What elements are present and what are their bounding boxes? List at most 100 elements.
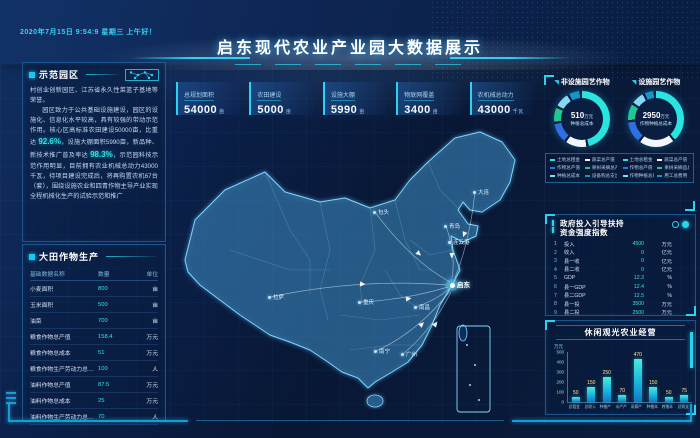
legend-item: 土地总租金 [622,157,655,163]
title-line-right [450,57,570,59]
stat-card-label: 设施大棚 [330,90,355,101]
legend-swatch [550,167,555,169]
bar-column: 470 [633,352,642,402]
col-header: 单位 [146,272,158,278]
table-row: 油料作物总成本 25 万元 [30,393,158,409]
table-row: 油菜 700 亩 [30,313,158,329]
park-text-d: ，示范园科技示范作用明显，目前拥有农业机械总动力43000千瓦，待项目建设完成后… [30,152,159,201]
legend-item: 果树采摘总产值 [584,165,617,171]
city-name: 南宁 [379,349,391,355]
frame-bottom-left-v [8,404,10,422]
stat-card-unit: 亩 [432,109,439,115]
panel-demo-park: 示范园区 村创业创新园区、江苏省永久性菜篮子基地等荣誉。 园区致力于公共基础设施… [22,62,166,242]
cell-name: 油料作物总产值 [30,383,71,389]
legend-item: 作物种植总成本 [622,173,654,179]
donut-center-label: 作物种植总成本 [639,121,673,126]
donut-title-text: 设施园艺作物 [638,79,681,86]
legend-label: 果树采摘总产值 [591,165,617,170]
donut-ring: 2950万元 作物种植总成本 [628,91,684,147]
highlight-percent-1: 92.6% [38,137,61,147]
bar-column: 50 [571,352,580,402]
donut-title: ◥ 设施园艺作物 [619,77,693,87]
cell-unit: 万元 [661,310,672,317]
bar [618,395,627,402]
legend-label: 设备购总支出 [591,173,617,178]
city-name: 广州 [406,352,418,358]
frame-hash-marks [6,392,16,407]
cell-name: 县一GDP [564,284,586,291]
cell-index: 9 [554,309,557,316]
cell-unit: 万元 [146,383,158,389]
frame-bottom-right-h [512,420,692,422]
map-city-label: 广州 [401,350,417,358]
china-map: 包头 大连 青岛 连云港 重庆 拉萨 南昌 南宁 广州 启东 [170,120,540,420]
bar-column: 150 [587,352,596,402]
col-header: 数量 [98,272,110,278]
donut-nonfacility: ◥ 非设施园艺作物 510万元 种植总成本 [545,76,619,147]
x-tick-label: 采摘产 [631,404,643,409]
cell-unit: 万元 [661,241,672,248]
cell-unit: % [667,275,672,282]
panel-field-crops: 大田作物生产 基础数据名称 数量 单位 小麦面积 800 亩玉米面积 500 亩油菜 700 亩粮… [22,244,166,425]
china-map-svg [184,131,516,413]
stat-card: 物联网覆盖 3400 亩 [396,82,461,116]
donut-center-label: 种植总成本 [570,121,594,126]
city-dot-icon [448,241,451,245]
park-description: 村创业创新园区、江苏省永久性菜篮子基地等荣誉。 园区致力于公共基础设施建设，园区… [23,83,165,205]
gov-title-line2: 资金强度指数 [560,228,608,238]
city-dot-icon [414,306,417,310]
legend-swatch [622,159,628,161]
legend-label: 土地总租金 [629,157,653,162]
stat-card-number: 54000 [184,104,218,116]
legend-swatch [657,167,663,169]
cell-unit: 亿元 [661,258,672,265]
stat-card: 农田建设 5000 亩 [249,82,314,116]
cell-name: 油料作物总成本 [30,399,71,405]
cell-name: 油菜 [30,319,42,325]
frame-bottom-mid [196,420,504,421]
city-name: 连云港 [453,240,470,246]
page-title: 启东现代农业产业园大数据展示 [216,40,483,57]
map-city-label: 南昌 [414,303,430,311]
legend-swatch [657,175,663,177]
city-dot-icon [401,353,404,357]
legend-item: 蔬菜总产值 [657,157,689,163]
col-header: 基础数据名称 [30,272,65,278]
city-name: 重庆 [363,300,375,306]
table-row: 7 县二GDP 12.5% [554,291,687,300]
legend-item: 种植总成本 [550,173,582,179]
legend-swatch [550,175,555,177]
frame-bottom-right-v [690,404,692,422]
cell-name: 县一投 [564,301,580,308]
table-row: 5 GDP 12.3% [554,274,687,283]
city-name: 大连 [478,190,490,196]
donut-center-value: 510万元 [570,111,594,120]
south-china-sea-inset [456,325,491,413]
cell-unit: 亿元 [661,267,672,274]
bar-column: 75 [680,352,689,402]
donut-center-value: 2950万元 [642,111,670,120]
cell-value: 87.5 [98,381,110,388]
legend-swatch [584,167,590,169]
title-line-left [130,57,250,59]
stat-card-number: 3400 [404,104,431,116]
cell-value: 51 [98,349,105,356]
legend-item: 果树采摘品总产值 [657,165,689,171]
cell-value: 12.5 [633,292,644,299]
stat-card-value: 54000 亩 [184,104,240,116]
donut-center: 510万元 种植总成本 [561,98,603,140]
y-tick-label: 300 [556,369,564,375]
cell-unit: 万元 [146,399,158,405]
province-borders [229,161,461,351]
legend-swatch [657,159,663,161]
cell-index: 3 [554,258,557,265]
legend-item: 作物总产值 [550,165,582,171]
panel-government-funding: 政府投入引导扶持 资金强度指数 1 投入 4500 万元 2 收入 0 亿元 3 县一收 0 亿元 4 县… [545,214,696,316]
gov-title-line1: 政府投入引导扶持 [560,219,624,228]
cell-index: 1 [554,241,557,248]
legend-label: 用工总费用 [664,173,688,178]
x-axis-labels: 总租金 总收入 种植产 水产产 采摘产 种植本 养殖本 总购支 [567,404,691,410]
cell-name: 县一收 [564,258,580,265]
frame-right-accent [690,332,693,368]
table-row: 3 县一收 0 亿元 [554,257,687,266]
